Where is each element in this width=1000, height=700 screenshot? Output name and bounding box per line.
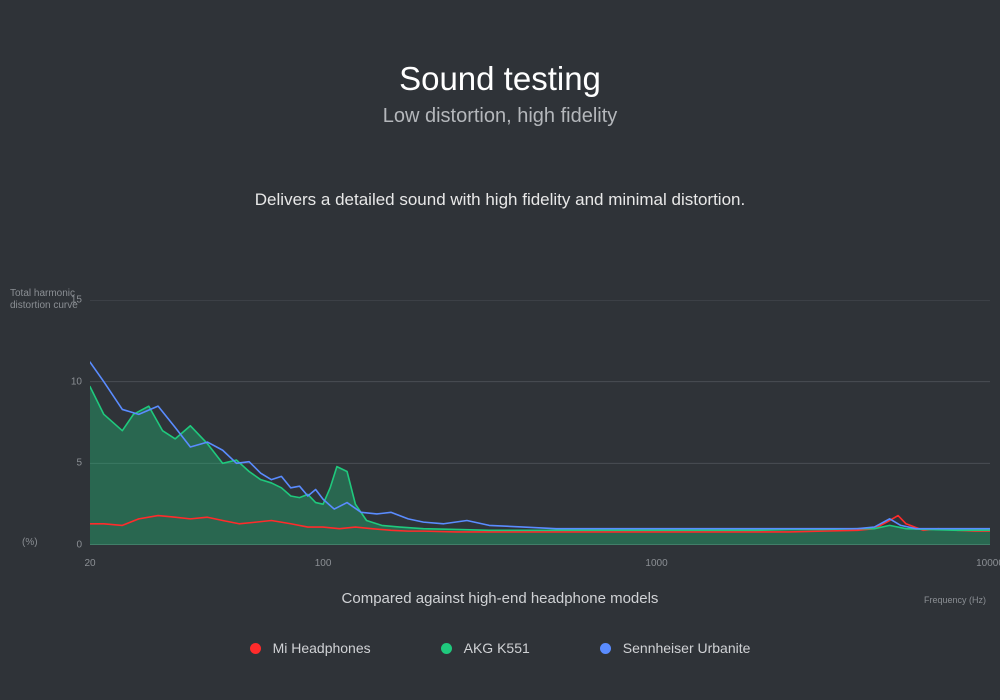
legend-label: AKG K551 (464, 640, 530, 656)
x-tick: 1000 (645, 558, 667, 569)
legend-item: Sennheiser Urbanite (600, 640, 751, 656)
x-tick: 20 (84, 558, 95, 569)
y-tick: 5 (52, 458, 82, 469)
x-tick: 10000 (976, 558, 1000, 569)
legend-swatch (441, 643, 452, 654)
legend-swatch (600, 643, 611, 654)
legend-label: Mi Headphones (273, 640, 371, 656)
x-axis-label: Frequency (Hz) (924, 595, 986, 605)
page-description: Delivers a detailed sound with high fide… (0, 190, 1000, 210)
y-tick: 15 (52, 295, 82, 306)
y-tick: 0 (52, 540, 82, 551)
thd-chart (90, 300, 990, 545)
x-tick: 100 (315, 558, 332, 569)
root: Sound testing Low distortion, high fidel… (0, 0, 1000, 700)
chart-caption: Compared against high-end headphone mode… (0, 590, 1000, 607)
legend-label: Sennheiser Urbanite (623, 640, 751, 656)
legend: Mi Headphones AKG K551 Sennheiser Urbanite (0, 640, 1000, 656)
y-axis-unit: (%) (22, 537, 38, 548)
legend-item: Mi Headphones (250, 640, 371, 656)
page-subtitle: Low distortion, high fidelity (0, 105, 1000, 128)
page-title: Sound testing (0, 60, 1000, 98)
y-tick: 10 (52, 376, 82, 387)
legend-item: AKG K551 (441, 640, 530, 656)
legend-swatch (250, 643, 261, 654)
